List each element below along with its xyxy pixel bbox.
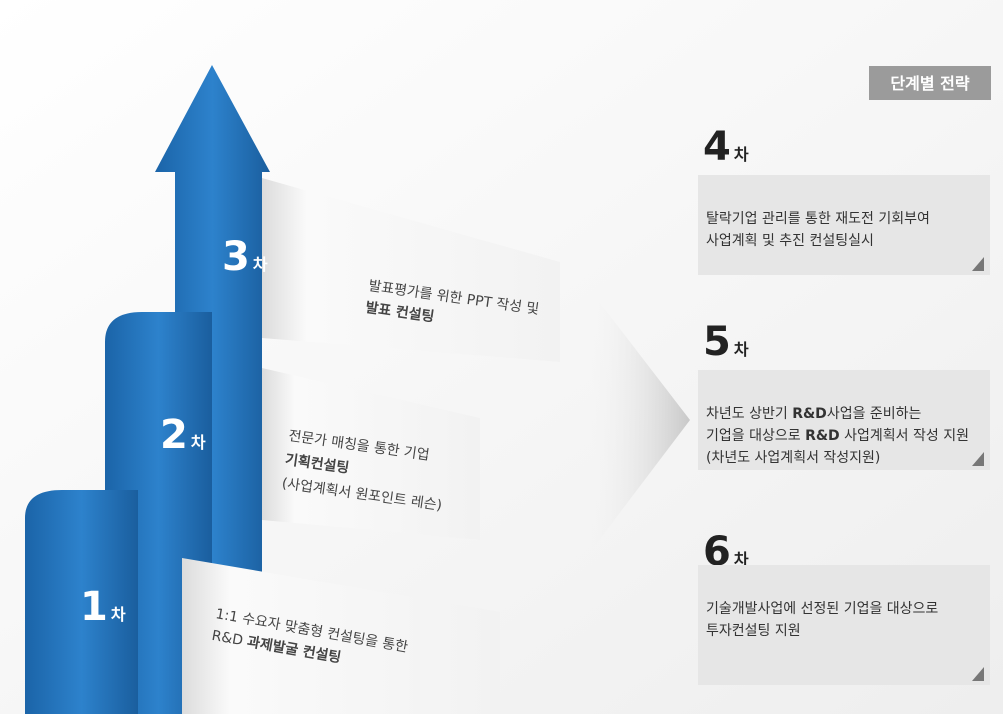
step-number-suffix: 차	[734, 145, 749, 164]
step-text-part: 기술개발사업에 선정된 기업을 대상으로	[706, 601, 938, 617]
step-text-part: 사업을 준비하는	[827, 406, 922, 422]
ribbon-3	[262, 178, 560, 362]
step-number-suffix: 차	[111, 605, 126, 624]
step-box	[698, 175, 990, 275]
step-text: 기업을 대상으로 R&D 사업계획서 작성 지원	[706, 428, 969, 444]
step-text: 투자컨설팅 지원	[706, 623, 801, 639]
step-text-part: (차년도 사업계획서 작성지원)	[706, 450, 880, 466]
step-box	[698, 565, 990, 685]
arrow-column-1	[25, 490, 138, 714]
step-number-digit: 5	[703, 319, 731, 365]
step-text: 사업계획 및 추진 컨설팅실시	[706, 233, 874, 249]
step-text-part: 탈락기업 관리를 통한 재도전 기회부여	[706, 211, 930, 227]
box-fold	[972, 452, 984, 466]
step-text-bold: R&D	[805, 428, 840, 444]
step-text-part: 투자컨설팅 지원	[706, 623, 801, 639]
step-text-part: 차년도 상반기	[706, 406, 792, 422]
step-text-part: 사업계획 및 추진 컨설팅실시	[706, 233, 874, 249]
step-number-suffix: 차	[734, 550, 749, 569]
ribbon-1	[182, 558, 500, 714]
step-text-part: 기업을 대상으로	[706, 428, 805, 444]
badge: 단계별 전략	[890, 74, 969, 93]
step-number-digit: 3	[222, 234, 250, 280]
chevron	[590, 290, 690, 552]
step-number-suffix: 차	[734, 340, 749, 359]
step-number-digit: 4	[703, 124, 731, 170]
ribbon-2	[262, 368, 480, 540]
step-text-part: 사업계획서 작성 지원	[840, 428, 969, 444]
box-fold	[972, 257, 984, 271]
step-text: (차년도 사업계획서 작성지원)	[706, 450, 880, 466]
step-number-suffix: 차	[191, 433, 206, 452]
box-fold	[972, 667, 984, 681]
step-text: 탈락기업 관리를 통한 재도전 기회부여	[706, 211, 930, 227]
step-text: 차년도 상반기 R&D사업을 준비하는	[706, 406, 922, 422]
badge-bg	[869, 66, 991, 100]
step-number-digit: 1	[80, 584, 108, 630]
step-text-part: R&D	[210, 628, 248, 650]
step-text-bold: R&D	[792, 406, 827, 422]
step-box	[698, 370, 990, 470]
step-number-suffix: 차	[253, 255, 268, 274]
step-text: 기술개발사업에 선정된 기업을 대상으로	[706, 601, 938, 617]
step-number-digit: 2	[160, 412, 188, 458]
